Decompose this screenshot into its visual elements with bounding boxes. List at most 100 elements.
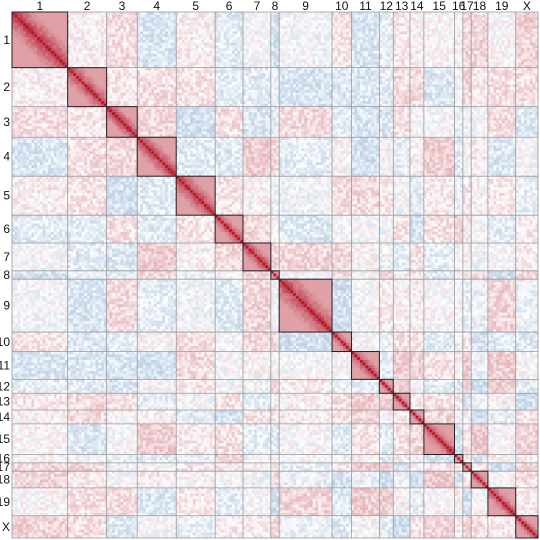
heatmap-cell <box>345 45 350 49</box>
heatmap-cell <box>348 39 352 43</box>
heatmap-cell <box>206 62 210 66</box>
heatmap-cell <box>242 34 247 38</box>
heatmap-cell <box>290 81 294 85</box>
heatmap-cell <box>435 34 439 38</box>
heatmap-cell <box>215 81 219 85</box>
heatmap-cell <box>315 31 319 35</box>
heatmap-cell <box>256 42 261 46</box>
heatmap-cell <box>379 73 383 77</box>
heatmap-cell <box>437 81 441 85</box>
heatmap-cell <box>362 25 366 30</box>
heatmap-cell <box>435 48 439 52</box>
heatmap-cell <box>429 48 433 52</box>
heatmap-cell <box>465 12 469 16</box>
heatmap-cell <box>454 48 458 52</box>
heatmap-cell <box>140 84 144 88</box>
heatmap-cell <box>39 12 43 16</box>
heatmap-cell <box>334 20 338 24</box>
heatmap-cell <box>284 73 288 77</box>
heatmap-cell <box>73 50 77 55</box>
heatmap-cell <box>471 56 475 60</box>
heatmap-cell <box>45 28 49 32</box>
heatmap-cell <box>126 78 130 82</box>
heatmap-cell <box>242 59 247 63</box>
heatmap-cell <box>101 78 105 82</box>
heatmap-cell <box>512 45 517 49</box>
heatmap-cell <box>465 20 469 24</box>
heatmap-cell <box>12 31 16 35</box>
heatmap-cell <box>501 39 505 43</box>
heatmap-cell <box>28 28 32 32</box>
heatmap-cell <box>415 70 419 74</box>
heatmap-cell <box>268 31 272 35</box>
heatmap-cell <box>45 20 49 24</box>
heatmap-cell <box>137 45 141 49</box>
heatmap-cell <box>256 67 261 71</box>
heatmap-cell <box>315 59 319 63</box>
heatmap-cell <box>518 62 522 66</box>
heatmap-cell <box>526 81 531 85</box>
heatmap-cell <box>53 25 57 30</box>
heatmap-cell <box>295 31 300 35</box>
heatmap-cell <box>415 45 419 49</box>
heatmap-cell <box>14 70 18 74</box>
heatmap-cell <box>53 78 57 82</box>
heatmap-cell <box>95 37 99 41</box>
heatmap-cell <box>81 34 85 38</box>
heatmap-cell <box>23 56 27 60</box>
heatmap-cell <box>64 56 69 60</box>
heatmap-cell <box>499 70 503 74</box>
heatmap-cell <box>371 20 375 24</box>
heatmap-cell <box>28 12 32 16</box>
heatmap-cell <box>343 53 347 57</box>
heatmap-cell <box>448 42 453 46</box>
heatmap-cell <box>204 12 208 16</box>
heatmap-cell <box>415 17 419 21</box>
heatmap-cell <box>407 70 411 74</box>
heatmap-cell <box>120 48 124 52</box>
heatmap-cell <box>293 39 297 43</box>
heatmap-cell <box>404 62 408 66</box>
heatmap-cell <box>384 34 389 38</box>
heatmap-cell <box>437 12 441 16</box>
heatmap-cell <box>120 34 124 38</box>
heatmap-cell <box>429 17 433 21</box>
heatmap-cell <box>293 64 297 69</box>
heatmap-cell <box>34 39 38 43</box>
heatmap-cell <box>446 12 450 16</box>
heatmap-cell <box>323 64 327 69</box>
heatmap-cell <box>76 53 80 57</box>
heatmap-cell <box>25 70 30 74</box>
heatmap-cell <box>401 39 405 43</box>
heatmap-cell <box>156 70 160 74</box>
heatmap-cell <box>473 34 478 38</box>
heatmap-cell <box>84 23 88 27</box>
heatmap-cell <box>109 73 113 77</box>
heatmap-cell <box>137 73 141 77</box>
heatmap-cell <box>87 53 91 57</box>
heatmap-cell <box>412 37 416 41</box>
heatmap-cell <box>156 78 160 82</box>
heatmap-cell <box>39 17 43 21</box>
heatmap-cell <box>181 23 185 27</box>
heatmap-cell <box>437 28 441 32</box>
heatmap-cell <box>248 37 252 41</box>
heatmap-cell <box>409 59 414 63</box>
heatmap-cell <box>20 31 24 35</box>
heatmap-cell <box>59 59 63 63</box>
heatmap-cell <box>170 70 174 74</box>
heatmap-cell <box>365 45 369 49</box>
heatmap-cell <box>332 31 336 35</box>
heatmap-cell <box>357 20 361 24</box>
heatmap-cell <box>496 64 500 69</box>
heatmap-cell <box>418 50 422 55</box>
heatmap-cell <box>67 64 71 69</box>
heatmap-cell <box>298 23 302 27</box>
heatmap-cell <box>87 45 91 49</box>
heatmap-cell <box>270 78 274 82</box>
heatmap-cell <box>153 25 158 30</box>
heatmap-cell <box>390 56 394 60</box>
heatmap-cell <box>148 31 152 35</box>
heatmap-cell <box>307 45 311 49</box>
heatmap-cell <box>301 53 305 57</box>
